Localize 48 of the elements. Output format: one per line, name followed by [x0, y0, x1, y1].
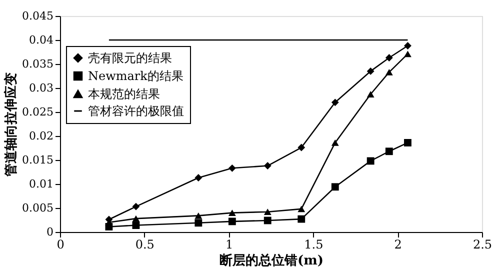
point [404, 42, 412, 50]
y-tick-label: 0.015 [22, 154, 54, 166]
y-tick-label: 0 [46, 226, 54, 238]
point [385, 68, 393, 76]
point [264, 216, 272, 224]
x-tick-label: 2.5 [472, 238, 492, 252]
point [404, 50, 412, 58]
point [228, 218, 236, 226]
y-tick-label: 0.025 [22, 106, 54, 118]
x-tick-label: 1 [225, 238, 234, 252]
point [385, 148, 393, 156]
x-axis-title: 断层的总位错(m) [219, 252, 324, 268]
point [298, 144, 306, 152]
x-tick-label: 2 [394, 238, 402, 252]
point [366, 67, 374, 75]
point [194, 174, 202, 182]
y-axis-title: 管道轴向拉伸应变 [3, 72, 20, 178]
point [132, 202, 140, 210]
point [331, 183, 339, 191]
point [194, 219, 202, 227]
legend-label: 管材容许的极限值 [88, 104, 184, 118]
x-tick-label: 0 [56, 238, 64, 252]
legend-label: Newmark的结果 [88, 69, 184, 83]
x-tick-label: 0.5 [135, 238, 154, 252]
point [404, 139, 412, 146]
point [298, 215, 306, 223]
point [132, 215, 140, 222]
x-tick-label: 1.5 [304, 238, 324, 252]
y-tick-label: 0.02 [29, 130, 54, 142]
point [331, 98, 339, 106]
y-tick-label: 0.03 [29, 82, 54, 94]
point [228, 210, 236, 216]
point [264, 162, 272, 170]
y-tick-label: 0.045 [22, 10, 54, 22]
y-tick-label: 0.01 [29, 178, 54, 190]
legend-label: 本规范的结果 [88, 87, 160, 101]
point [366, 91, 374, 98]
point [264, 208, 272, 216]
legend-label: 壳有限元的结果 [88, 51, 172, 65]
point [366, 157, 374, 165]
point [228, 164, 236, 172]
y-tick-label: 0.035 [22, 58, 54, 70]
y-tick-label: 0.005 [22, 202, 54, 214]
point [385, 54, 393, 62]
y-tick-label: 0.04 [29, 34, 54, 46]
point [194, 212, 202, 219]
point [331, 140, 339, 146]
point [298, 206, 306, 212]
